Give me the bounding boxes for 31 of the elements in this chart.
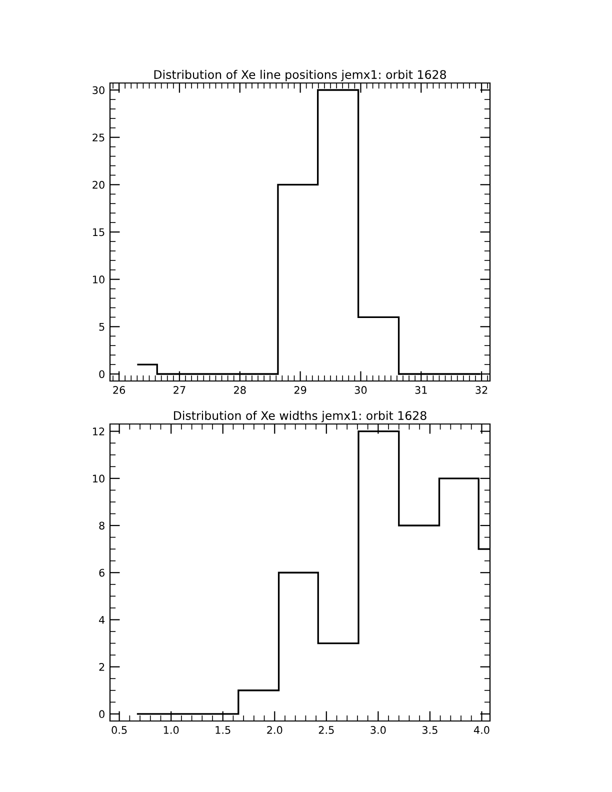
y-tick-label: 0 (99, 370, 104, 378)
x-tick-label: 3.5 (422, 726, 438, 734)
x-tick-label: 31 (415, 386, 427, 394)
x-tick-label: 3.0 (370, 726, 386, 734)
x-tick-label: 1.5 (216, 726, 230, 734)
x-tick-label: 4.0 (474, 726, 490, 734)
y-tick-label: 20 (92, 180, 104, 189)
x-tick-label: 2.0 (267, 726, 282, 734)
x-tick-label: 30 (354, 386, 367, 394)
y-tick-label: 6 (99, 568, 104, 577)
x-tick-label: 32 (476, 386, 488, 394)
y-tick-label: 2 (99, 663, 104, 671)
x-tick-label: 1.0 (164, 726, 179, 734)
x-tick-label: 29 (294, 386, 306, 394)
x-tick-label: 2.5 (318, 726, 334, 734)
y-tick-label: 4 (99, 616, 105, 624)
x-tick-label: 26 (113, 386, 126, 394)
x-tick-label: 27 (174, 386, 186, 394)
y-tick-label: 5 (99, 323, 104, 331)
y-tick-label: 10 (93, 276, 104, 284)
y-tick-label: 8 (99, 522, 104, 530)
y-tick-label: 10 (93, 474, 104, 483)
y-tick-label: 25 (92, 134, 104, 142)
chart-title: Distribution of Xe widths jemx1: orbit 1628 (174, 410, 426, 422)
x-tick-label: 28 (234, 386, 246, 394)
y-tick-label: 12 (93, 428, 104, 436)
chart-title: Distribution of Xe line positions jemx1: orbit 1628 (154, 70, 446, 82)
y-tick-label: 30 (92, 86, 104, 94)
y-tick-label: 0 (99, 710, 104, 718)
y-tick-label: 15 (93, 228, 104, 236)
x-tick-label: 0.5 (112, 726, 127, 734)
